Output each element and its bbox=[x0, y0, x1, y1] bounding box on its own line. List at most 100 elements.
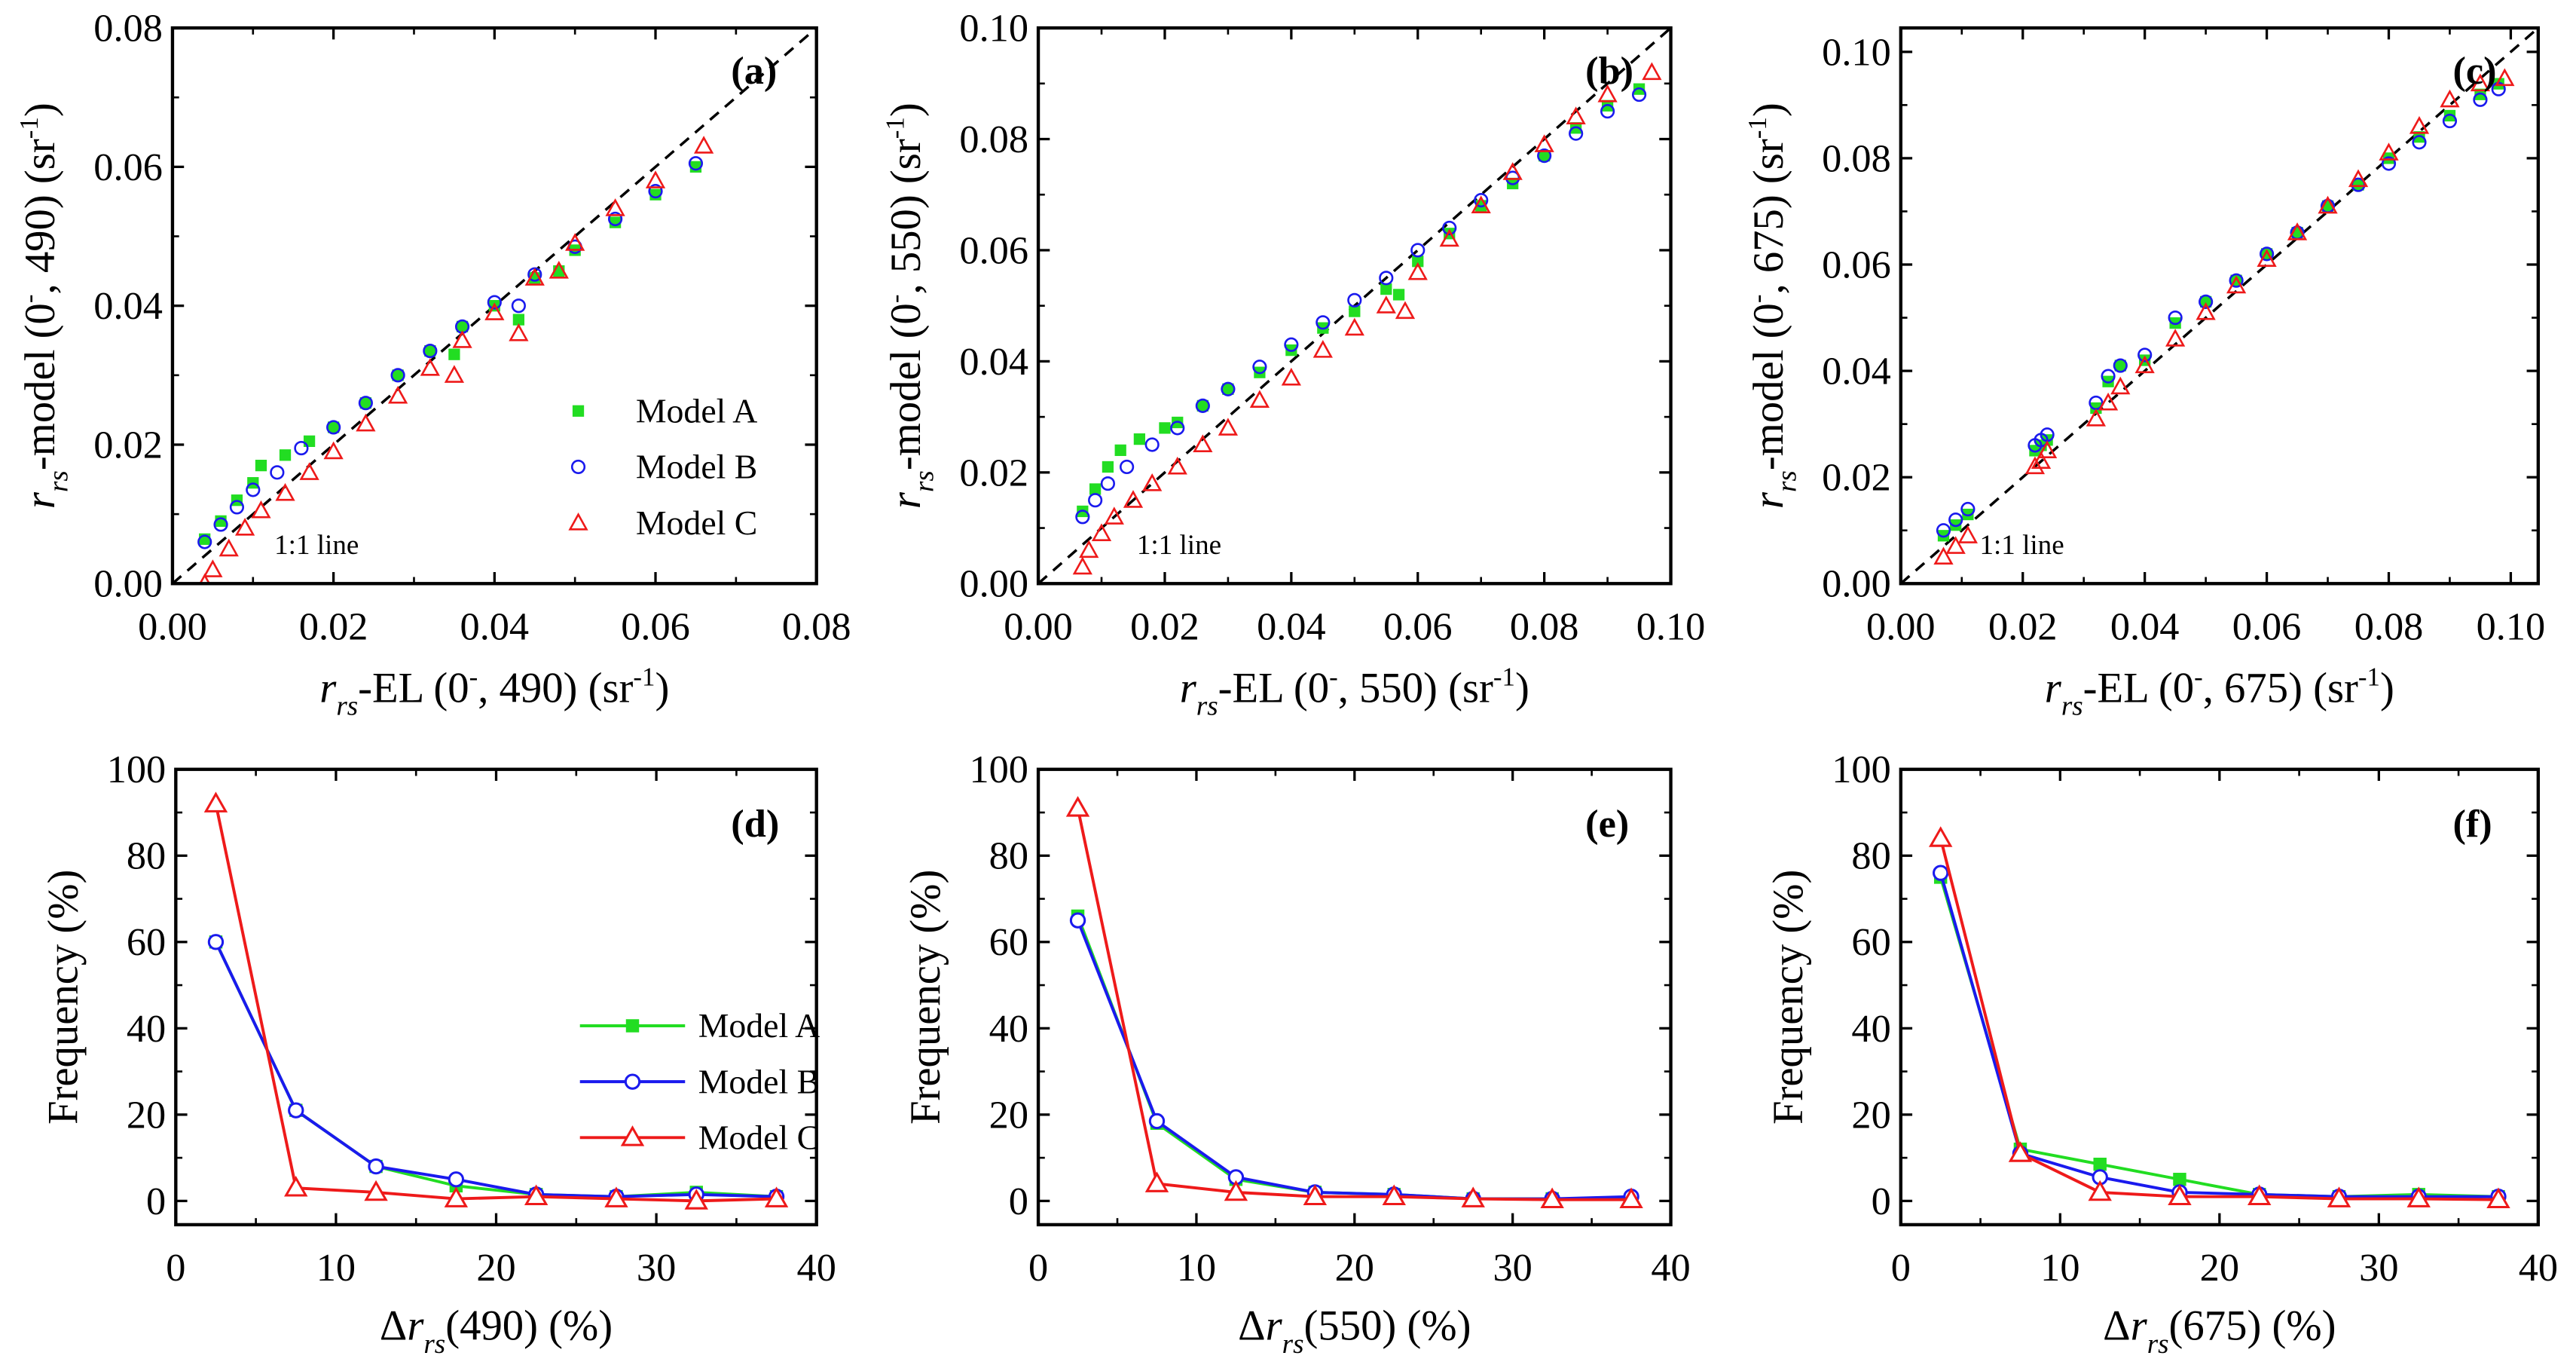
model-c-marker bbox=[2098, 392, 2119, 411]
legend: Model A Model B Model C bbox=[579, 1006, 820, 1157]
model-a-marker bbox=[2173, 1173, 2186, 1186]
model-c-marker bbox=[387, 385, 408, 404]
model-a-marker bbox=[1412, 256, 1424, 268]
plot-area bbox=[1065, 796, 1643, 1209]
legend-item: Model C bbox=[568, 503, 757, 542]
plot-area bbox=[1900, 28, 2538, 584]
series-model-a bbox=[1071, 909, 1638, 1206]
axis-title-text: -EL (0 bbox=[2083, 664, 2194, 712]
model-c-marker bbox=[2168, 1184, 2192, 1206]
x-tick-label: 10 bbox=[1177, 1246, 1216, 1290]
y-tick-label: 0.08 bbox=[959, 118, 1028, 161]
model-c-marker bbox=[1142, 473, 1163, 491]
y-tick-label: 60 bbox=[127, 920, 166, 964]
model-c-marker bbox=[218, 538, 239, 557]
axis-title-subscript: rs bbox=[1771, 470, 1802, 492]
y-tick-label: 0.10 bbox=[1822, 30, 1891, 74]
model-c-marker bbox=[1957, 525, 1978, 543]
series-line bbox=[214, 941, 777, 1198]
legend-label: Model B bbox=[636, 448, 757, 486]
model-b-marker bbox=[1631, 87, 1647, 103]
model-b-marker bbox=[2168, 310, 2183, 326]
model-c-marker bbox=[1540, 1187, 1564, 1209]
model-c-marker bbox=[2257, 249, 2277, 267]
panel-label: (e) bbox=[1585, 802, 1629, 846]
axis-title-r: r bbox=[17, 491, 64, 509]
model-b-marker bbox=[246, 482, 261, 497]
model-c-marker bbox=[323, 441, 344, 460]
axis-title-r: r bbox=[407, 1302, 424, 1350]
model-b-marker bbox=[2259, 246, 2275, 262]
model-b-marker bbox=[213, 517, 228, 532]
axis-title-text: -EL (0 bbox=[1218, 664, 1329, 712]
axis-title-delta: Δ bbox=[380, 1302, 407, 1350]
series-model-c bbox=[1933, 68, 2515, 565]
one-to-one-line bbox=[1900, 28, 2538, 584]
legend: Model A Model B Model C bbox=[568, 392, 757, 542]
model-c-marker bbox=[1502, 162, 1523, 180]
panel-label: (c) bbox=[2452, 49, 2496, 93]
series-line bbox=[1076, 915, 1632, 1201]
model-b-marker bbox=[390, 368, 405, 383]
axis-title-r: r bbox=[1180, 664, 1197, 712]
model-b-marker bbox=[448, 1171, 465, 1188]
model-c-marker bbox=[645, 170, 666, 188]
series-model-c bbox=[1928, 826, 2510, 1209]
model-c-marker bbox=[693, 136, 714, 154]
legend-item: Model B bbox=[579, 1062, 820, 1100]
x-tick-label: 0.04 bbox=[2110, 604, 2180, 648]
model-b-marker bbox=[197, 534, 212, 549]
model-c-marker bbox=[2086, 408, 2107, 427]
axis-title-delta: Δ bbox=[1238, 1302, 1265, 1350]
model-b-marker bbox=[229, 500, 245, 515]
series-model-b bbox=[197, 156, 704, 549]
model-c-marker bbox=[1344, 317, 1364, 336]
y-tick-label: 80 bbox=[1851, 834, 1890, 878]
axis-title-r: r bbox=[319, 664, 337, 712]
series-model-b bbox=[1075, 87, 1647, 525]
series-line bbox=[1076, 920, 1632, 1201]
x-tick-label: 0.08 bbox=[782, 604, 851, 648]
axis-title-subscript: rs bbox=[43, 470, 74, 492]
x-tick-label: 40 bbox=[2519, 1246, 2558, 1290]
model-a-marker bbox=[1222, 383, 1234, 395]
model-c-marker bbox=[2134, 355, 2155, 374]
model-c-marker bbox=[234, 517, 255, 536]
model-b-marker bbox=[570, 459, 586, 475]
y-tick-label: 40 bbox=[1851, 1007, 1890, 1051]
x-tick-label: 0.02 bbox=[1130, 604, 1199, 648]
axis-title-subscript: rs bbox=[1282, 1329, 1304, 1360]
x-axis-title: Δrrs(490) (%) bbox=[380, 1302, 613, 1360]
axes-frame bbox=[170, 26, 818, 586]
model-b-marker bbox=[288, 1102, 304, 1119]
model-c-marker bbox=[1104, 506, 1124, 525]
model-c-marker bbox=[1597, 84, 1618, 103]
model-c-marker bbox=[1281, 367, 1301, 386]
axis-title-superscript: - bbox=[1743, 295, 1772, 304]
x-axis-title: Δrrs(550) (%) bbox=[1238, 1302, 1471, 1360]
model-c-marker bbox=[1928, 826, 1953, 847]
model-c-marker bbox=[1065, 796, 1090, 817]
model-b-marker bbox=[1347, 292, 1362, 308]
model-c-marker bbox=[2247, 1184, 2272, 1206]
model-c-marker bbox=[1395, 301, 1416, 320]
axis-title-superscript: - bbox=[469, 662, 478, 691]
model-c-marker bbox=[275, 482, 295, 501]
panel-c: 0.00 0.02 0.04 0.06 0.08 0.10 0.00 0.02 0.04 0.06… bbox=[1743, 26, 2545, 722]
panel-e: 0 10 20 30 40 0 20 40 60 80 100 (e) Δrrs(550) (%) Fre… bbox=[902, 748, 1690, 1360]
model-c-marker bbox=[684, 1189, 708, 1210]
model-b-marker bbox=[2351, 177, 2366, 192]
y-axis-title: Frequency (%) bbox=[902, 870, 949, 1125]
model-b-marker bbox=[1600, 104, 1615, 119]
x-tick-label: 30 bbox=[637, 1246, 676, 1290]
model-c-marker bbox=[568, 512, 588, 531]
model-c-marker bbox=[251, 500, 271, 519]
y-axis-title: Frequency (%) bbox=[39, 870, 87, 1125]
axis-title-subscript: rs bbox=[423, 1329, 445, 1360]
model-b-marker bbox=[1148, 1112, 1166, 1130]
x-tick-label: 0 bbox=[1891, 1246, 1911, 1290]
x-tick-label: 20 bbox=[1335, 1246, 1374, 1290]
axis-title-subscript: rs bbox=[2061, 691, 2083, 722]
model-c-marker bbox=[2440, 89, 2460, 108]
x-tick-label: 20 bbox=[476, 1246, 515, 1290]
